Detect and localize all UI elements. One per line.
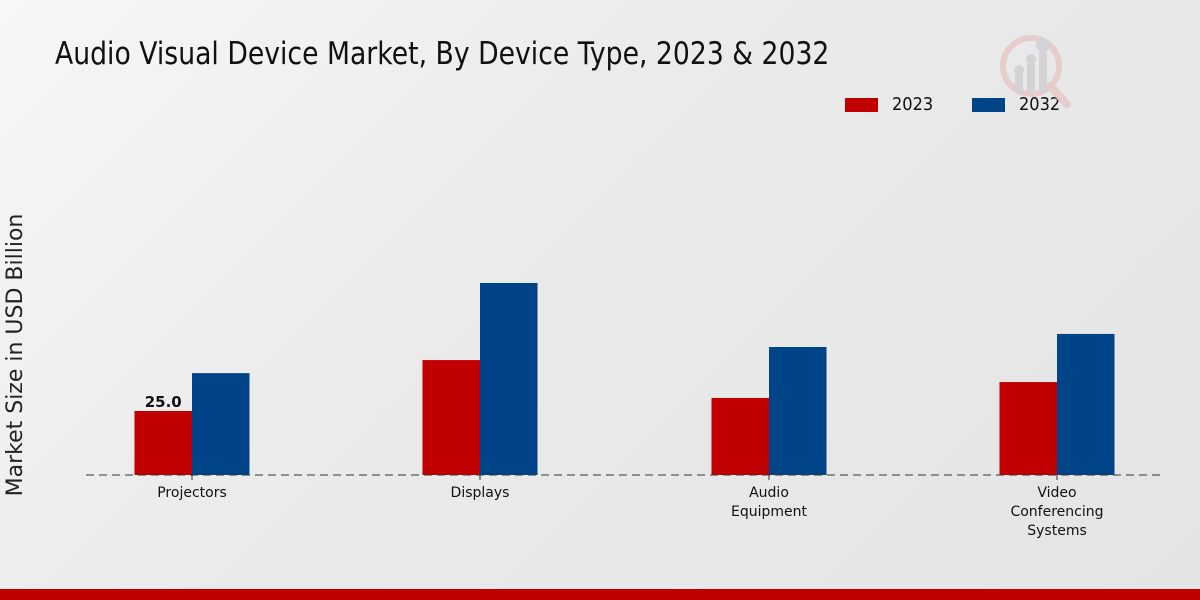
- legend-item-2032: 2032: [971, 94, 1065, 115]
- legend-label-2032: 2032: [1018, 94, 1061, 115]
- legend-item-2023: 2023: [845, 94, 938, 115]
- x-tick-label: Projectors: [157, 485, 227, 501]
- bar-2023-audio-equipment: [711, 397, 769, 475]
- legend-swatch-2023: [845, 97, 878, 112]
- bar-2032-audio-equipment: [769, 347, 827, 475]
- watermark-logo-icon: [1000, 35, 1071, 108]
- bar-2023-video-conferencing-systems: [999, 382, 1057, 475]
- legend-label-2023: 2023: [892, 94, 934, 115]
- legend-swatch-2032: [971, 97, 1005, 112]
- bar-2032-projectors: [192, 373, 250, 475]
- bar-2023-projectors: [134, 411, 192, 475]
- bar-2023-displays: [422, 360, 480, 475]
- bar-2032-displays: [480, 283, 538, 475]
- legend: 2023 2032: [845, 94, 1099, 115]
- chart-title: Audio Visual Device Market, By Device Ty…: [55, 36, 830, 72]
- data-label: 25.0: [145, 393, 182, 411]
- x-tick-label: Displays: [451, 485, 510, 501]
- x-tick-label: Audio Equipment: [731, 485, 808, 520]
- x-tick-label: Video Conferencing Systems: [1010, 485, 1103, 539]
- bar-2032-video-conferencing-systems: [1057, 333, 1115, 475]
- footer-bar: [0, 589, 1200, 600]
